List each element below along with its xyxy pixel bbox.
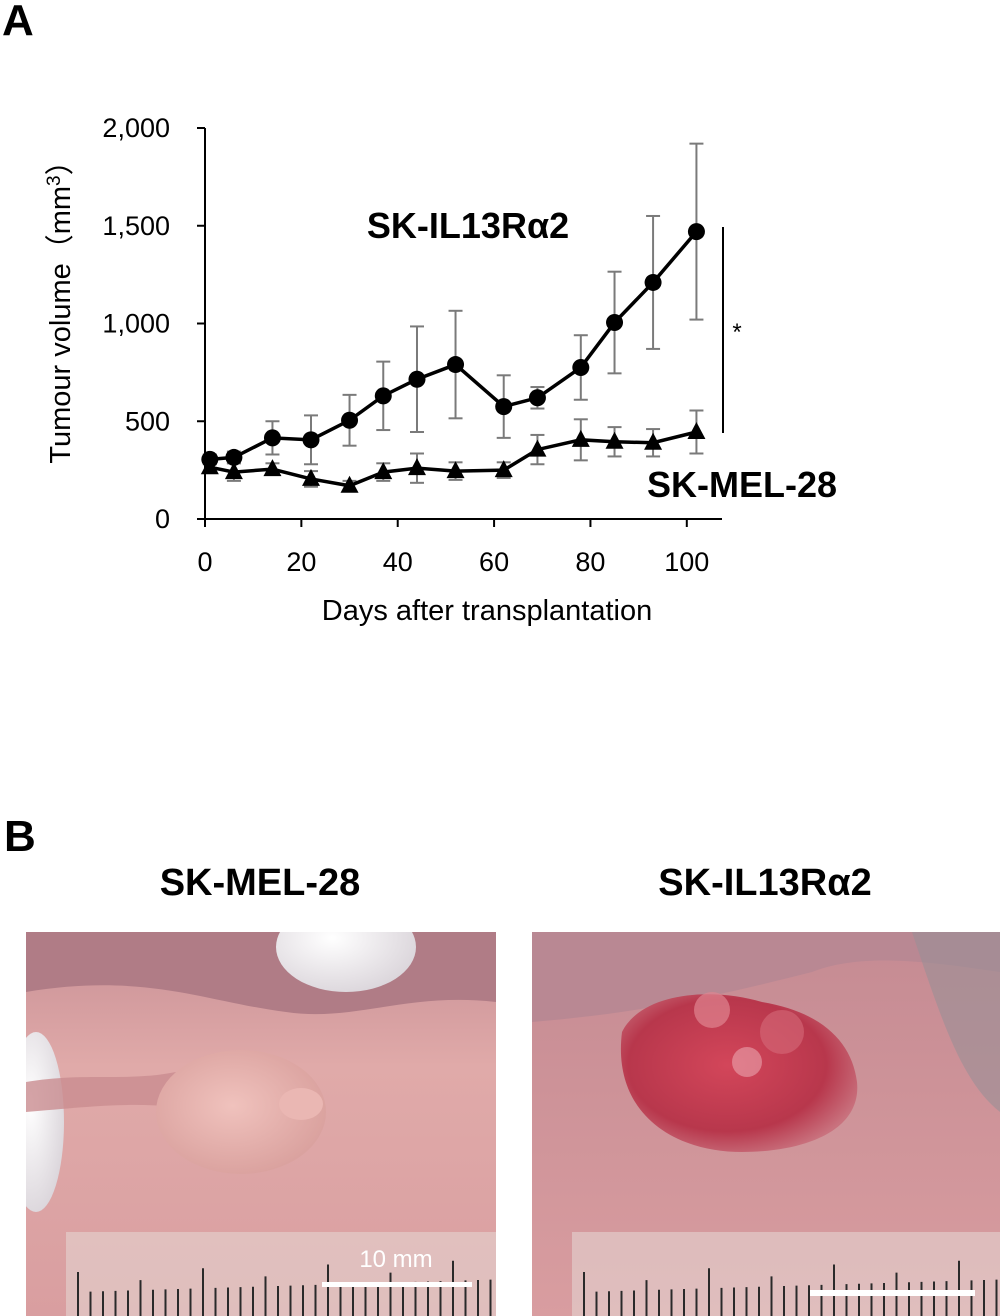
photo-title-sk-il13ra2: SK-IL13Rα2: [658, 862, 872, 904]
data-point-sk-mel-28: [528, 439, 547, 457]
data-point-sk-mel-28: [571, 429, 590, 447]
data-point-sk-mel-28: [446, 461, 465, 479]
data-point-sk-mel-28: [407, 458, 426, 476]
x-axis-label: Days after transplantation: [322, 595, 652, 627]
y-tick-label: 1,500: [102, 211, 170, 241]
data-point-sk-il13ra2: [302, 431, 320, 449]
panel-b-label: B: [4, 812, 36, 861]
x-tick-label: 20: [286, 547, 316, 577]
series-markers: [200, 223, 706, 493]
chart-axes: 0 500 1,000 1,500 2,000 0 20 40 60 80 100 Days afte…: [44, 113, 722, 627]
data-point-sk-mel-28: [263, 459, 282, 477]
data-point-sk-mel-28: [494, 460, 513, 478]
data-point-sk-mel-28: [687, 422, 706, 440]
tumour-photo-sk-mel-28: 10 mm: [26, 932, 496, 1316]
series-line-sk-il13ra2: [209, 230, 698, 462]
ruler-right: [583, 1260, 998, 1316]
data-point-sk-mel-28: [605, 431, 624, 449]
data-point-sk-il13ra2: [341, 411, 359, 429]
data-point-sk-il13ra2: [408, 370, 426, 388]
scale-bar-label: 10 mm: [359, 1246, 432, 1273]
y-tick-label: 500: [125, 406, 170, 436]
data-point-sk-il13ra2: [374, 387, 392, 405]
data-point-sk-il13ra2: [528, 389, 546, 407]
series-line-sk-mel-28: [209, 430, 697, 488]
y-tick-label: 1,000: [102, 309, 170, 339]
series-label-sk-mel-28: SK-MEL-28: [647, 464, 837, 505]
chart-annotations: SK-IL13Rα2 SK-MEL-28 *: [367, 205, 837, 505]
data-point-sk-il13ra2: [687, 223, 705, 241]
data-point-sk-il13ra2: [572, 358, 590, 376]
y-tick-label: 2,000: [102, 113, 170, 143]
data-point-sk-mel-28: [301, 468, 320, 486]
data-point-sk-mel-28: [340, 475, 359, 493]
significance-asterisk: *: [732, 319, 741, 346]
data-point-sk-il13ra2: [606, 314, 624, 332]
data-point-sk-mel-28: [374, 462, 393, 480]
x-tick-label: 80: [575, 547, 605, 577]
x-tick-label: 100: [664, 547, 709, 577]
panel-a-label: A: [2, 0, 34, 45]
series-label-sk-il13ra2: SK-IL13Rα2: [367, 205, 569, 246]
data-point-sk-il13ra2: [263, 429, 281, 447]
data-point-sk-il13ra2: [225, 448, 243, 466]
data-point-sk-mel-28: [200, 457, 219, 475]
tumour-photo-sk-il13ra2: [532, 932, 1000, 1316]
data-point-sk-mel-28: [644, 432, 663, 450]
data-point-sk-il13ra2: [447, 356, 465, 374]
data-point-sk-mel-28: [224, 462, 243, 480]
y-axis-label: Tumour volume（mm3）: [44, 146, 77, 463]
x-tick-label: 40: [383, 547, 413, 577]
photo-title-sk-mel-28: SK-MEL-28: [159, 862, 361, 904]
x-tick-label: 60: [479, 547, 509, 577]
data-point-sk-il13ra2: [644, 273, 662, 291]
y-tick-label: 0: [155, 504, 170, 534]
data-point-sk-il13ra2: [495, 398, 513, 416]
ruler-left: [77, 1260, 492, 1316]
x-tick-label: 0: [197, 547, 212, 577]
tumour-volume-chart: 0 500 1,000 1,500 2,000 0 20 40 60 80 100 Days afte…: [44, 113, 837, 627]
